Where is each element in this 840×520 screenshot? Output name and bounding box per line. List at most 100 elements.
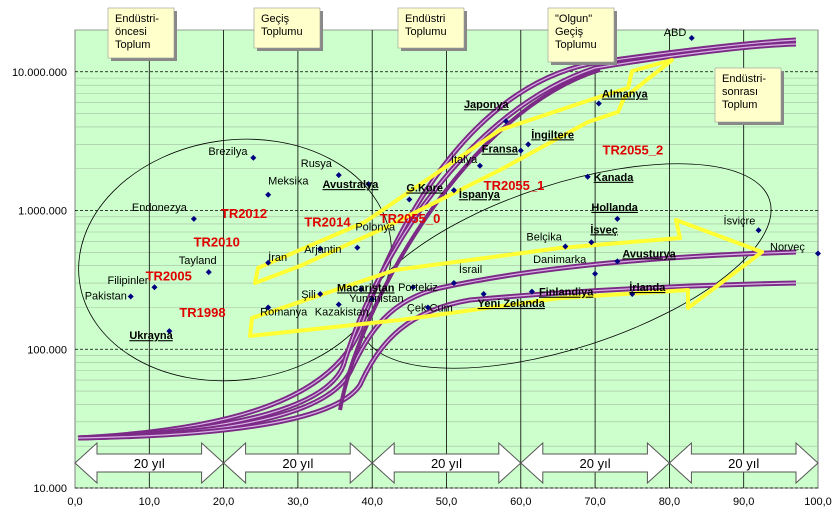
country-label: Yunanistan (349, 293, 403, 305)
data-point (450, 280, 457, 287)
x-tick-label: 100,0 (804, 496, 832, 508)
turkey-label: TR2055_1 (484, 178, 545, 193)
country-label: Finlandiya (539, 287, 594, 299)
country-label: Norveç (770, 241, 805, 253)
data-point (317, 291, 324, 298)
data-point (151, 284, 158, 291)
data-point (190, 215, 197, 222)
country-label: Japonya (464, 99, 510, 111)
data-point (629, 291, 636, 298)
group-ellipse (78, 138, 392, 382)
data-point (525, 141, 532, 148)
country-label: İspanya (459, 188, 501, 201)
data-point (424, 304, 431, 311)
data-point (480, 291, 487, 298)
x-tick-label: 40,0 (361, 496, 382, 508)
country-label: Yeni Zelanda (478, 298, 546, 310)
country-label: Avustralya (322, 179, 379, 191)
y-tick-label: 100.000 (27, 344, 67, 356)
stage-box (714, 67, 782, 123)
country-label: G.Kore (406, 183, 443, 195)
stage-box (107, 7, 175, 59)
stage-label: Endüstri-sonrası Toplum (722, 73, 766, 111)
data-point (614, 215, 621, 222)
country-label: Meksika (268, 176, 309, 188)
period-label: 20 yıl (580, 456, 611, 471)
data-point (476, 162, 483, 169)
country-label: Filipinler (108, 275, 149, 287)
data-point (166, 328, 173, 335)
stage-label: "Olgun" Geçiş Toplumu (555, 13, 597, 51)
data-point (369, 296, 376, 303)
country-label: Tayland (179, 255, 217, 267)
x-tick-label: 60,0 (510, 496, 531, 508)
transition-curve (77, 251, 797, 439)
turkey-label: TR2055_0 (380, 211, 441, 226)
stage-label: Endüstri Toplumu (405, 13, 447, 38)
data-point (562, 243, 569, 250)
country-label: Belçika (526, 232, 562, 244)
x-tick-label: 20,0 (213, 496, 234, 508)
transition-curve (338, 68, 601, 411)
turkey-label: TR1998 (179, 305, 225, 320)
stage-label: Endüstri-öncesi Toplum (115, 13, 159, 51)
country-label: İsrail (459, 263, 482, 276)
turkey-label: TR2005 (146, 268, 192, 283)
data-point (517, 147, 524, 154)
data-point (755, 227, 762, 234)
x-tick-label: 30,0 (287, 496, 308, 508)
x-tick-label: 70,0 (584, 496, 605, 508)
data-point (265, 191, 272, 198)
stage-label: Geçiş Toplumu (261, 13, 303, 38)
y-tick-label: 1.000.000 (18, 206, 67, 218)
data-point (614, 258, 621, 265)
country-label: Macaristan (337, 282, 395, 294)
data-point (588, 239, 595, 246)
turkey-label: TR2010 (194, 234, 240, 249)
country-label: İngiltere (531, 128, 574, 141)
data-point (265, 304, 272, 311)
country-label: Portekiz (398, 282, 438, 294)
period-label: 20 yıl (728, 456, 759, 471)
country-label: Ukrayna (129, 330, 173, 342)
country-label: Almanya (602, 89, 649, 101)
data-point (595, 100, 602, 107)
country-label: Kanada (594, 172, 635, 184)
country-label: Şili (301, 289, 316, 301)
country-label: İrlanda (629, 281, 666, 294)
data-point (406, 196, 413, 203)
turkey-label: TR2055_2 (603, 142, 664, 157)
data-point (592, 270, 599, 277)
data-point (358, 286, 365, 293)
data-point (688, 35, 695, 42)
country-label: Avusturya (622, 248, 676, 260)
stage-box (397, 7, 465, 49)
data-point (250, 154, 257, 161)
period-label: 20 yıl (431, 456, 462, 471)
x-tick-label: 80,0 (659, 496, 680, 508)
growth-arrow (248, 218, 764, 338)
data-point (528, 288, 535, 295)
data-point (265, 259, 272, 266)
data-point (317, 245, 324, 252)
data-point (335, 301, 342, 308)
data-point (815, 250, 821, 257)
country-label: Endonezya (132, 202, 188, 214)
growth-arrow (253, 58, 674, 285)
data-point (365, 181, 372, 188)
period-label: 20 yıl (282, 456, 313, 471)
data-point (584, 173, 591, 180)
data-point (450, 187, 457, 194)
turkey-label: TR2012 (221, 206, 267, 221)
country-label: Fransa (482, 144, 519, 156)
country-label: ABD (664, 27, 687, 39)
stage-box (253, 7, 321, 49)
transition-curve (77, 282, 797, 439)
data-point (354, 244, 361, 251)
x-tick-label: 10,0 (139, 496, 160, 508)
x-tick-label: 90,0 (733, 496, 754, 508)
transition-curve (77, 39, 797, 439)
country-label: Brezilya (208, 146, 248, 158)
country-label: Polonya (355, 222, 396, 234)
country-label: Hollanda (591, 202, 638, 214)
